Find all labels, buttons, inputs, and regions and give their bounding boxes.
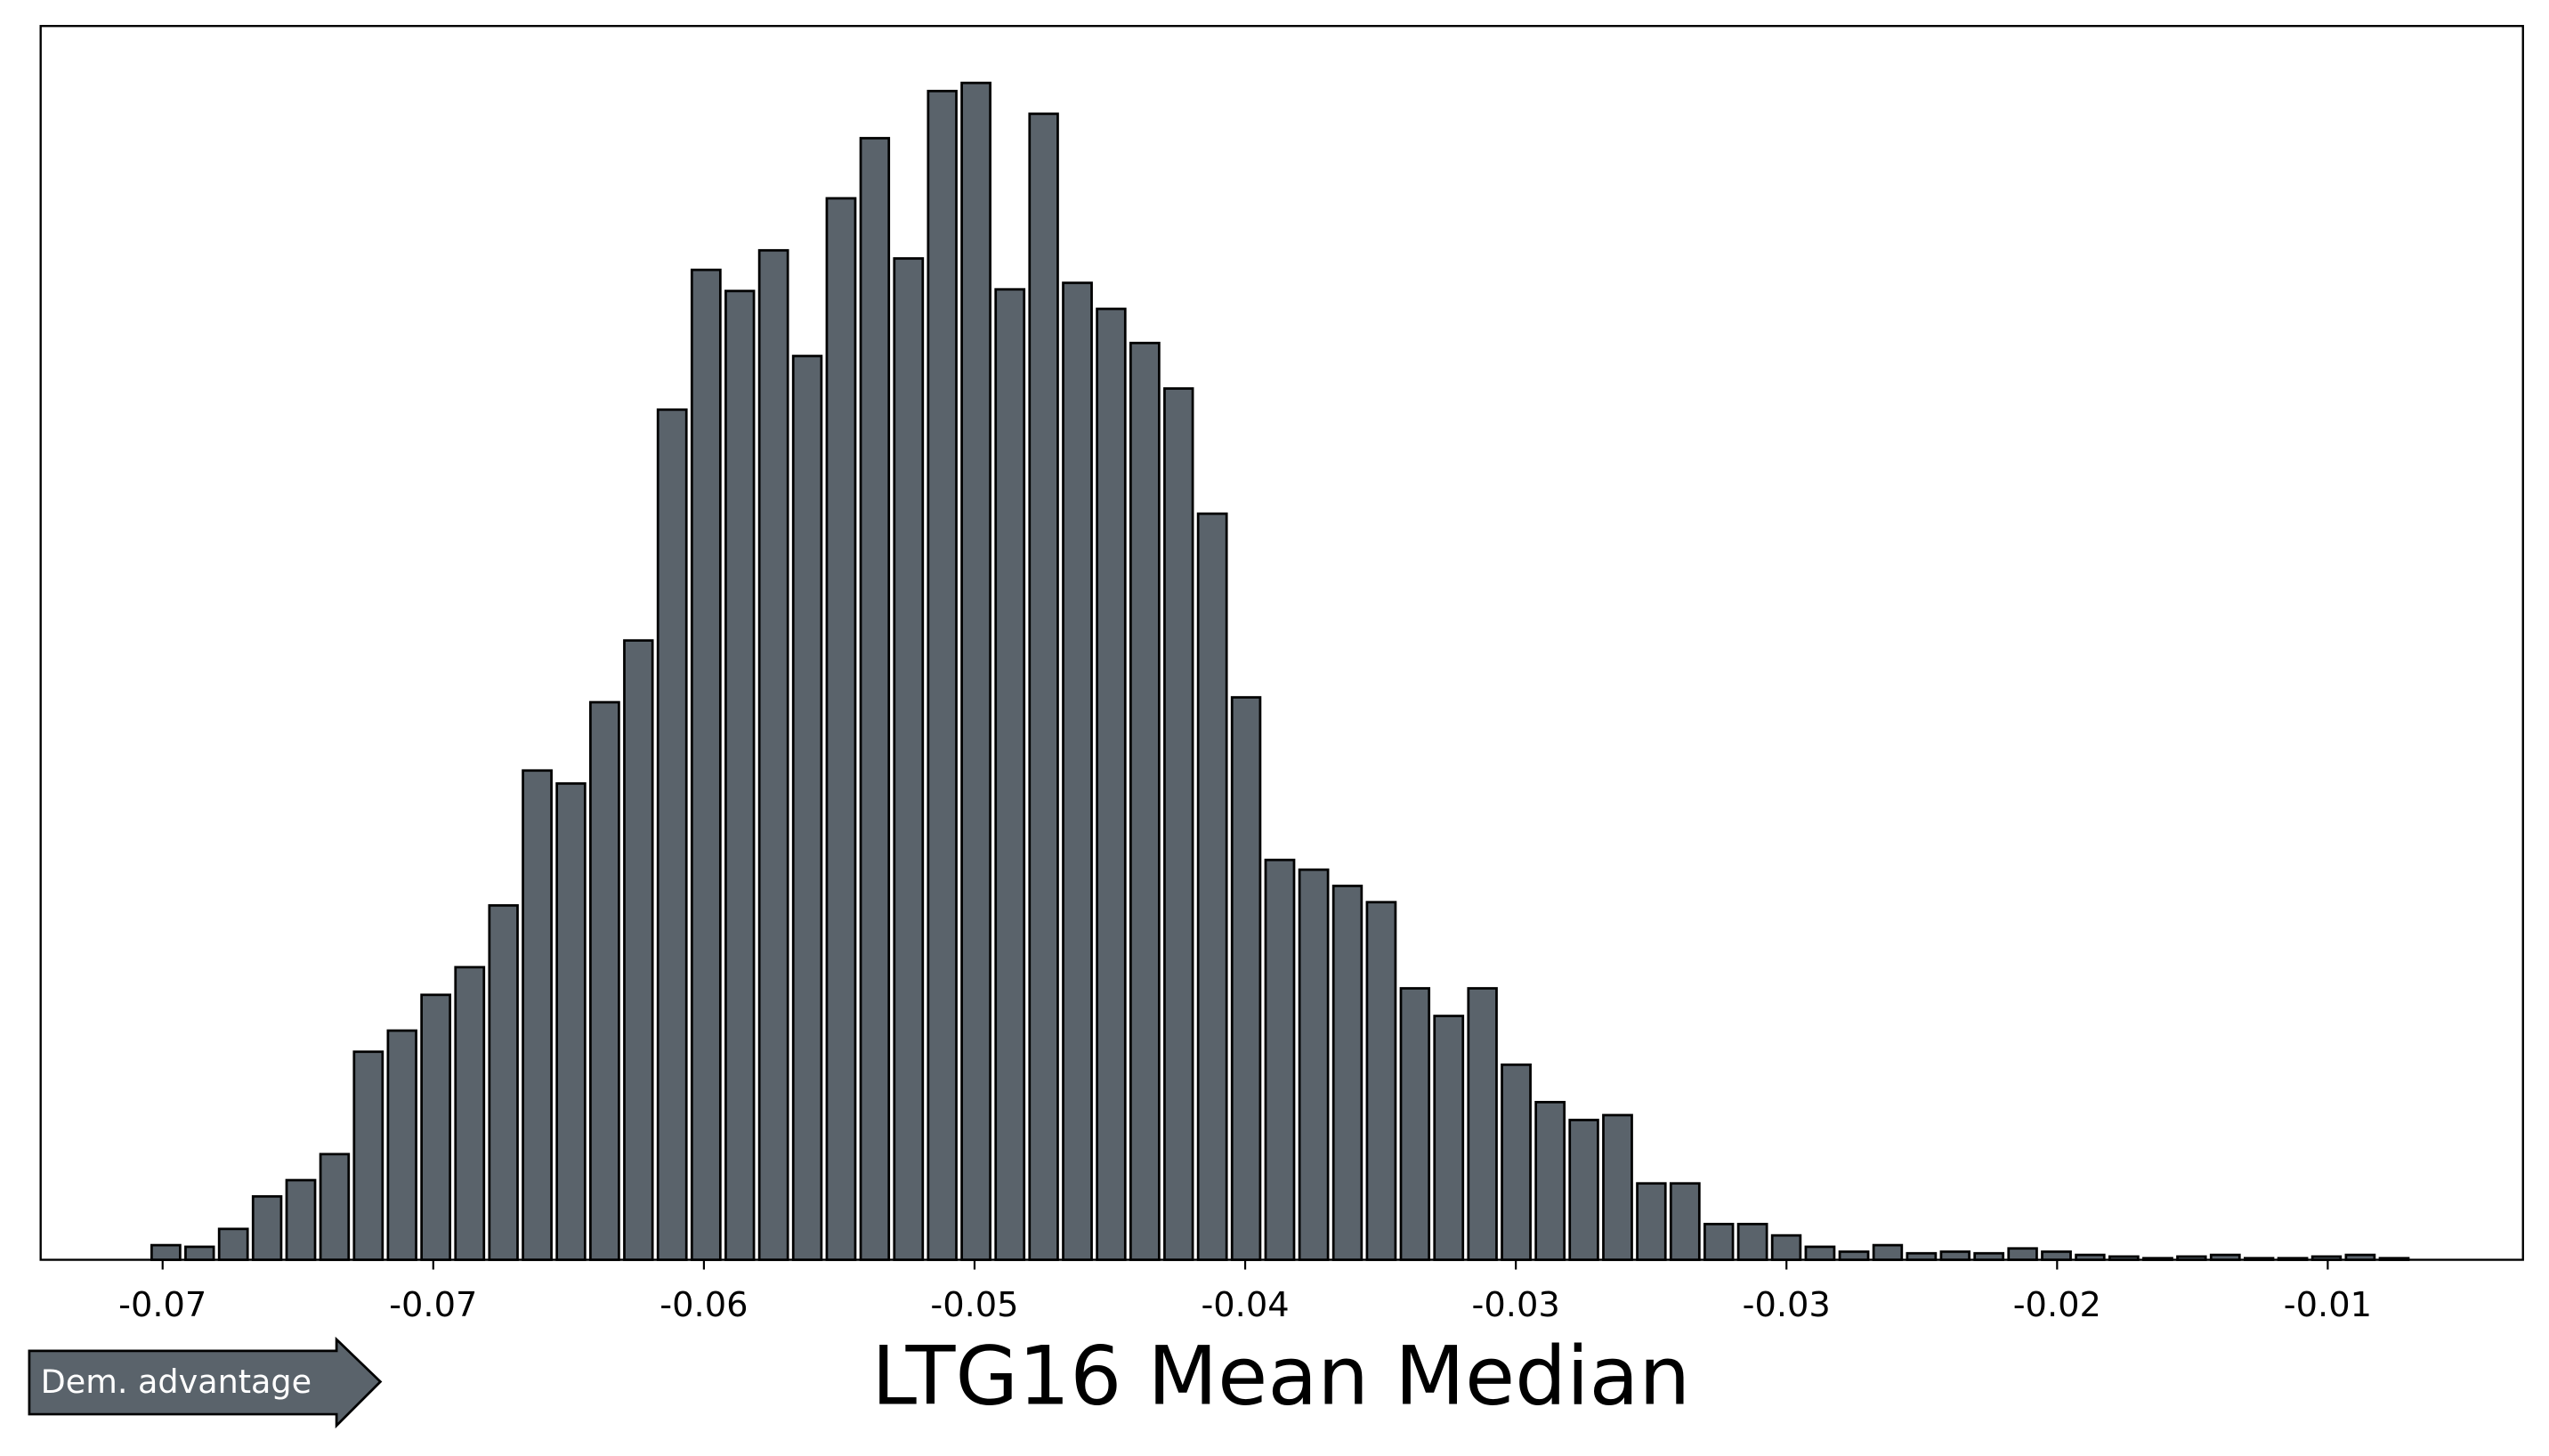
bar [1669, 1182, 1701, 1261]
bar [1028, 112, 1059, 1261]
bar [1062, 281, 1093, 1261]
bar [1501, 1063, 1532, 1261]
bar [1602, 1113, 1633, 1261]
bar [757, 248, 789, 1261]
x-tick-label: -0.03 [1472, 1285, 1560, 1325]
bar [1906, 1251, 1938, 1261]
bar [656, 408, 688, 1261]
bar [2041, 1250, 2072, 1261]
bar [994, 287, 1026, 1261]
bar [825, 197, 857, 1261]
bar [1770, 1234, 1802, 1261]
bar [454, 966, 486, 1261]
bar [1163, 387, 1194, 1261]
bar [150, 1243, 182, 1261]
bar [1129, 342, 1161, 1261]
bar [420, 993, 452, 1261]
bar [386, 1029, 417, 1261]
bar [1196, 512, 1228, 1261]
bar [251, 1194, 283, 1261]
x-axis-label: LTG16 Mean Median [871, 1328, 1690, 1423]
annotation: Dem. advantage [41, 1363, 312, 1401]
bar [1331, 885, 1364, 1261]
bar [791, 354, 823, 1261]
bar [1703, 1222, 1735, 1261]
bar [1399, 987, 1431, 1261]
bar [2007, 1247, 2038, 1261]
bar [1365, 901, 1397, 1261]
bar [285, 1178, 317, 1261]
bar [1230, 696, 1262, 1261]
bar [2344, 1253, 2376, 1261]
bar [2378, 1257, 2410, 1261]
bar [1534, 1101, 1566, 1261]
x-tick-label: -0.02 [2013, 1285, 2101, 1325]
bar [1872, 1243, 1904, 1261]
bar [893, 257, 925, 1261]
x-tick-label: -0.06 [660, 1285, 748, 1325]
bar [2310, 1255, 2343, 1261]
bar [1636, 1182, 1667, 1261]
bar [1096, 307, 1127, 1261]
bar [724, 289, 756, 1261]
bar [1736, 1222, 1768, 1261]
bar [2108, 1255, 2140, 1261]
bar [2277, 1257, 2309, 1261]
bar [1298, 868, 1330, 1261]
bar [184, 1245, 215, 1261]
bar [2142, 1257, 2173, 1261]
bar [1939, 1250, 1970, 1261]
bar [1804, 1245, 1836, 1261]
x-tick-label: -0.07 [389, 1285, 477, 1325]
bar [488, 903, 519, 1261]
bar [1433, 1015, 1465, 1261]
bar [555, 782, 587, 1261]
bar [1838, 1250, 1870, 1261]
bar [1568, 1119, 1599, 1261]
bar [319, 1153, 351, 1261]
bar [2075, 1253, 2106, 1261]
x-tick-label: -0.04 [1201, 1285, 1289, 1325]
bar [960, 81, 991, 1261]
bar [2176, 1255, 2207, 1261]
bar [927, 89, 958, 1261]
x-tick-label: -0.07 [118, 1285, 206, 1325]
bar [2209, 1253, 2241, 1261]
bar [522, 769, 553, 1261]
bar [690, 268, 722, 1261]
bar [589, 700, 620, 1261]
bar [1467, 987, 1498, 1261]
bar [1264, 858, 1296, 1261]
bar [859, 136, 891, 1261]
bar [217, 1227, 249, 1261]
bar [1973, 1251, 2005, 1261]
bar [2243, 1257, 2275, 1261]
x-tick-label: -0.01 [2284, 1285, 2372, 1325]
annotation-arrow [28, 1336, 383, 1429]
bar [352, 1050, 384, 1261]
x-tick-label: -0.05 [930, 1285, 1018, 1325]
x-tick-label: -0.03 [1743, 1285, 1831, 1325]
bar [623, 639, 654, 1261]
